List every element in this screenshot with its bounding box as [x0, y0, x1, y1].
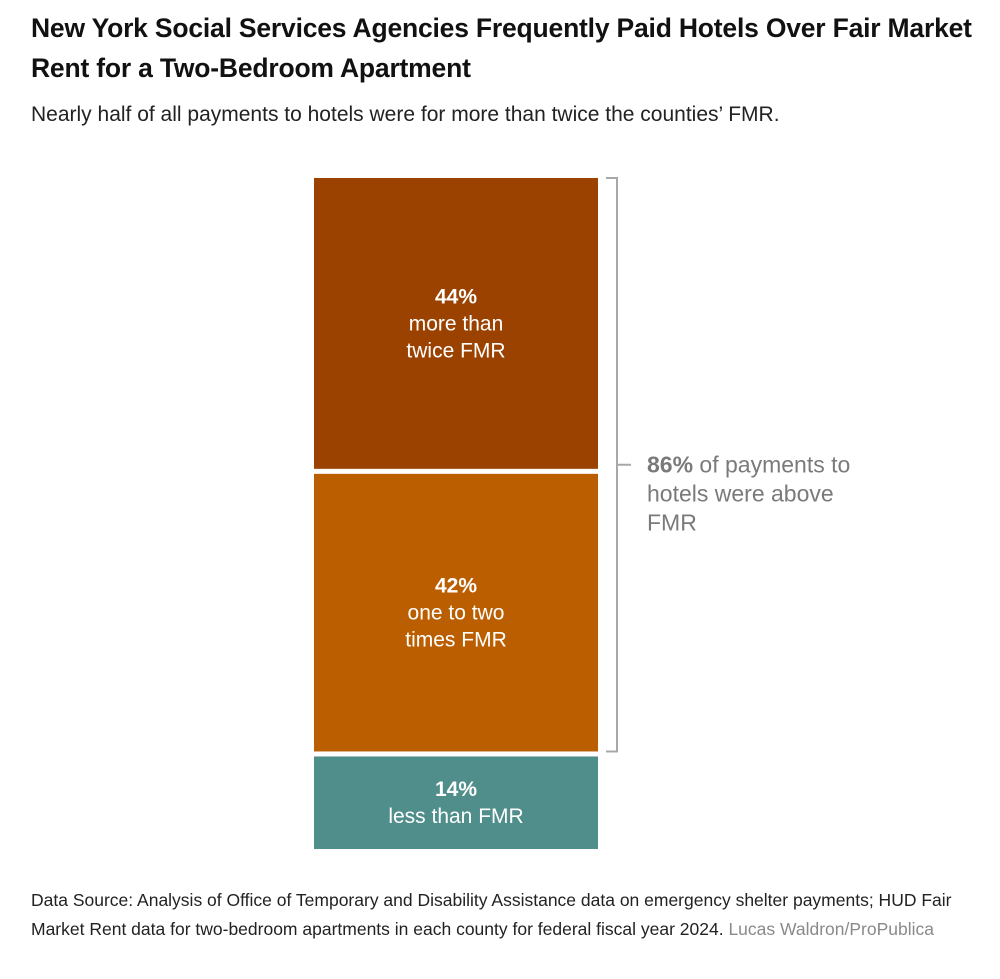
annotation-line: of payments to — [693, 452, 850, 478]
segment-value-label: 14% — [435, 778, 477, 801]
bar-segment-less-than — [314, 756, 598, 849]
segment-category-label: times FMR — [405, 629, 507, 652]
annotation-bracket — [606, 177, 631, 753]
segment-category-label: more than — [409, 312, 504, 335]
chart-title: New York Social Services Agencies Freque… — [31, 13, 972, 83]
graphic-credit: Lucas Waldron/ProPublica — [728, 919, 935, 939]
segment-category-label: less than FMR — [388, 805, 523, 828]
data-source-note: Data Source: Analysis of Office of Tempo… — [31, 886, 981, 944]
segment-category-label: twice FMR — [406, 339, 505, 362]
annotation-text: 86% of payments to — [647, 452, 850, 478]
segment-category-label: one to two — [408, 602, 505, 625]
bar-segment-one-to-two-times — [314, 473, 598, 752]
segment-value-label: 42% — [435, 575, 477, 598]
annotation-line: FMR — [647, 510, 697, 536]
data-source-text: Data Source: Analysis of Office of Tempo… — [31, 890, 952, 939]
chart-subtitle: Nearly half of all payments to hotels we… — [31, 103, 780, 126]
bar-segment-more-than-twice — [314, 178, 598, 469]
annotation-line: hotels were above — [647, 481, 834, 507]
annotation-highlight-value: 86% — [647, 452, 693, 478]
segment-value-label: 44% — [435, 285, 477, 308]
